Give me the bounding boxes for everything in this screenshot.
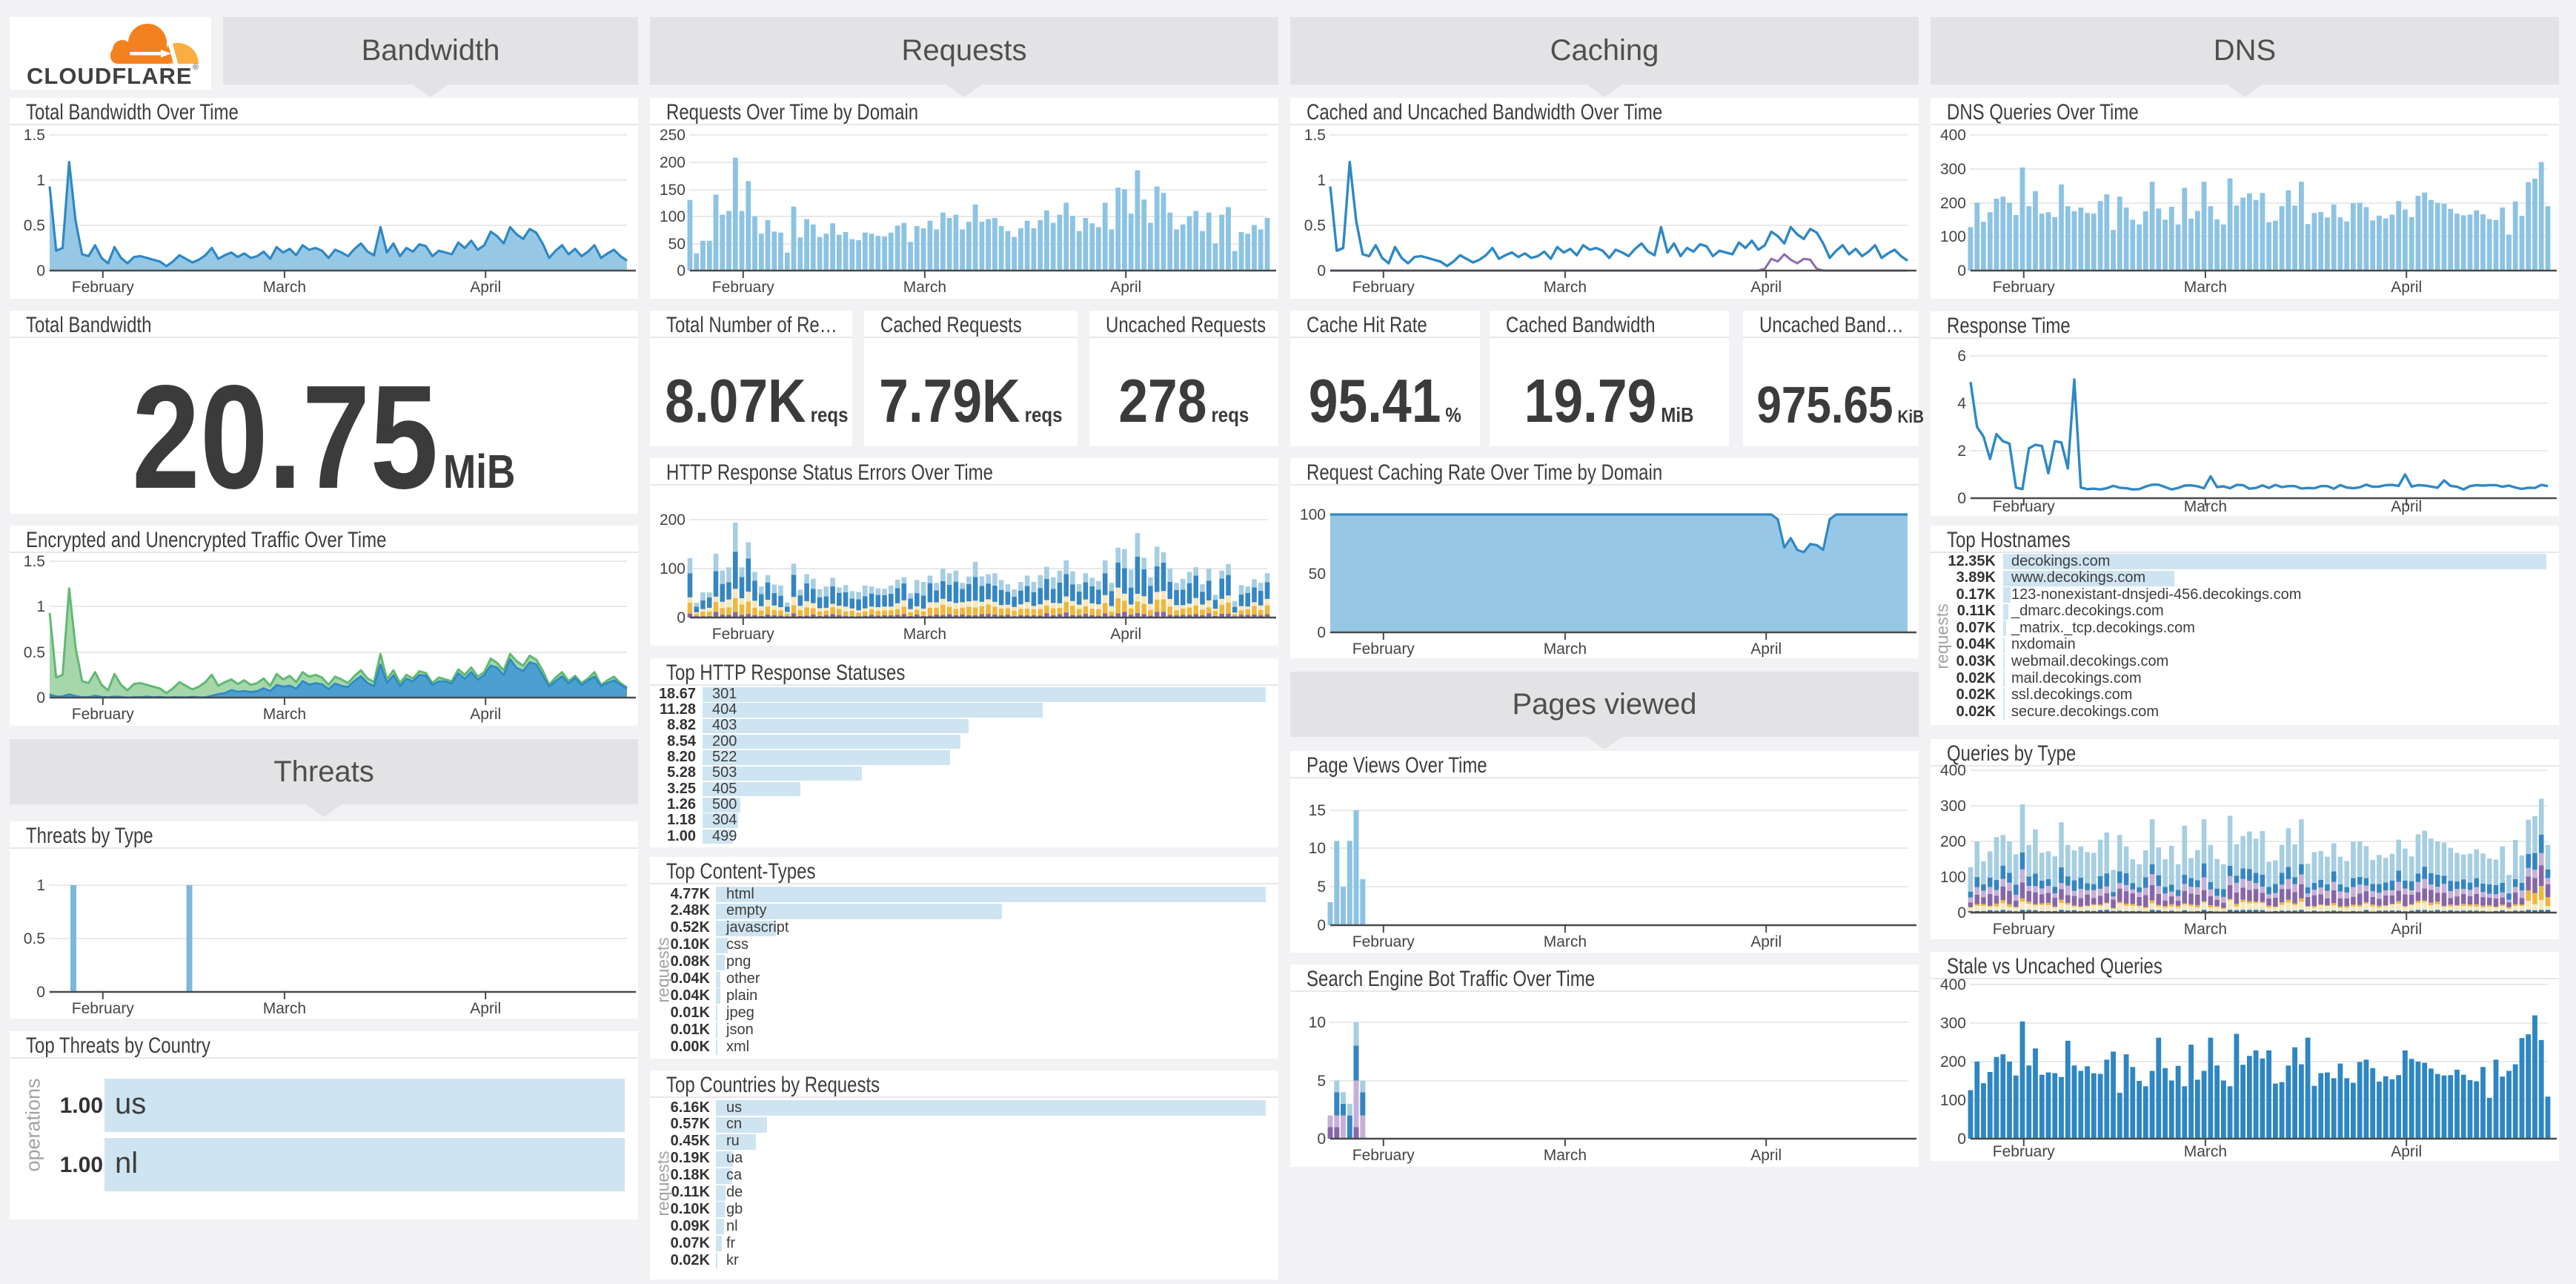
svg-text:March: March	[903, 279, 946, 296]
svg-text:1: 1	[36, 877, 45, 894]
svg-text:April: April	[1750, 279, 1782, 296]
svg-text:February: February	[1352, 279, 1415, 296]
svg-text:15: 15	[1309, 802, 1326, 819]
svg-text:1: 1	[1317, 172, 1326, 189]
svg-text:10: 10	[1309, 1014, 1326, 1031]
svg-text:CLOUDFLARE: CLOUDFLARE	[27, 63, 193, 89]
svg-text:February: February	[1352, 933, 1415, 950]
svg-text:300: 300	[1940, 1015, 1966, 1032]
svg-text:0.5: 0.5	[24, 930, 45, 947]
svg-text:April: April	[2391, 1143, 2422, 1160]
svg-text:400: 400	[1940, 127, 1966, 144]
svg-text:100: 100	[1940, 228, 1966, 245]
svg-text:February: February	[72, 706, 135, 723]
svg-text:0.5: 0.5	[24, 644, 45, 661]
svg-text:100: 100	[660, 560, 686, 578]
svg-text:February: February	[72, 279, 135, 296]
svg-text:200: 200	[660, 512, 686, 529]
svg-text:1.5: 1.5	[24, 127, 45, 144]
svg-text:6: 6	[1957, 348, 1966, 365]
svg-text:March: March	[2184, 498, 2227, 515]
svg-text:200: 200	[660, 154, 686, 171]
svg-text:February: February	[712, 279, 775, 296]
svg-text:April: April	[2391, 498, 2422, 515]
svg-text:February: February	[1352, 641, 1415, 658]
svg-text:1: 1	[36, 598, 45, 615]
svg-text:April: April	[1750, 1147, 1782, 1164]
svg-text:0: 0	[677, 609, 686, 626]
svg-text:March: March	[2184, 921, 2227, 938]
svg-text:February: February	[1993, 1143, 2056, 1160]
svg-text:February: February	[1993, 279, 2056, 296]
svg-text:0: 0	[1317, 1131, 1326, 1148]
svg-text:April: April	[1110, 279, 1141, 296]
svg-text:February: February	[1352, 1147, 1415, 1164]
svg-text:March: March	[1544, 1147, 1587, 1164]
svg-text:300: 300	[1940, 798, 1966, 815]
svg-text:March: March	[263, 1000, 306, 1017]
svg-text:2: 2	[1957, 443, 1966, 460]
svg-text:100: 100	[1940, 869, 1966, 886]
svg-text:5: 5	[1317, 1073, 1326, 1090]
svg-text:0: 0	[36, 689, 45, 706]
svg-text:April: April	[1750, 641, 1782, 658]
svg-text:April: April	[470, 279, 501, 296]
svg-text:0: 0	[1957, 904, 1966, 921]
svg-text:400: 400	[1940, 762, 1966, 779]
svg-text:100: 100	[1300, 506, 1326, 523]
svg-text:March: March	[263, 706, 306, 723]
svg-text:200: 200	[1940, 833, 1966, 850]
svg-text:April: April	[470, 706, 501, 723]
svg-text:0: 0	[1317, 917, 1326, 934]
svg-text:0.5: 0.5	[1304, 217, 1326, 234]
svg-text:0: 0	[1957, 262, 1966, 279]
svg-text:200: 200	[1940, 1053, 1966, 1070]
svg-text:February: February	[72, 1000, 135, 1017]
svg-text:March: March	[263, 279, 306, 296]
svg-text:March: March	[1544, 933, 1587, 950]
svg-text:April: April	[2391, 279, 2422, 296]
svg-text:1.5: 1.5	[24, 553, 45, 570]
svg-text:1.5: 1.5	[1304, 127, 1326, 144]
svg-text:250: 250	[660, 127, 686, 144]
svg-text:February: February	[1993, 498, 2056, 515]
svg-text:April: April	[470, 1000, 501, 1017]
svg-text:April: April	[1750, 933, 1782, 950]
svg-text:March: March	[1544, 279, 1587, 296]
svg-text:February: February	[1993, 921, 2056, 938]
svg-text:200: 200	[1940, 195, 1966, 212]
svg-text:50: 50	[1309, 566, 1326, 583]
svg-text:100: 100	[660, 208, 686, 225]
svg-text:5: 5	[1317, 878, 1326, 896]
svg-text:0: 0	[1957, 1131, 1966, 1148]
svg-text:300: 300	[1940, 161, 1966, 178]
svg-text:100: 100	[1940, 1092, 1966, 1109]
svg-text:0: 0	[36, 984, 45, 1001]
svg-text:1: 1	[36, 172, 45, 189]
svg-text:4: 4	[1957, 395, 1966, 412]
svg-text:0: 0	[36, 262, 45, 279]
svg-text:0: 0	[1317, 624, 1326, 641]
svg-text:April: April	[1110, 626, 1141, 643]
svg-text:March: March	[2184, 279, 2227, 296]
svg-text:®: ®	[193, 63, 199, 72]
svg-text:150: 150	[660, 182, 686, 199]
svg-text:March: March	[903, 626, 946, 643]
svg-text:400: 400	[1940, 976, 1966, 993]
svg-text:0: 0	[677, 262, 686, 279]
svg-text:April: April	[2391, 921, 2422, 938]
svg-text:March: March	[2184, 1143, 2227, 1160]
svg-text:0.5: 0.5	[24, 217, 45, 234]
svg-text:February: February	[712, 626, 775, 643]
svg-text:50: 50	[668, 236, 686, 253]
svg-text:March: March	[1544, 641, 1587, 658]
svg-text:0: 0	[1957, 490, 1966, 507]
svg-text:0: 0	[1317, 262, 1326, 279]
svg-text:10: 10	[1309, 840, 1326, 857]
